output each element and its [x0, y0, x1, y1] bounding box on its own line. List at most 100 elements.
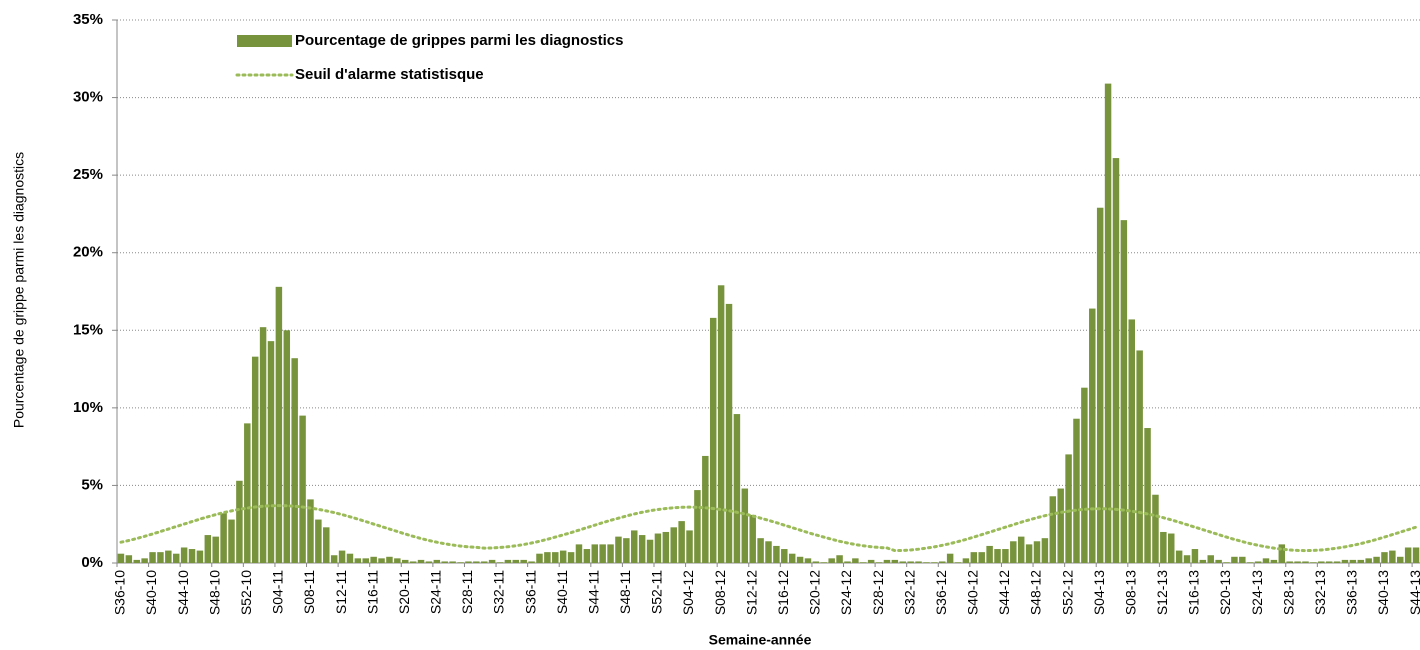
bar: [1168, 533, 1175, 563]
x-tick-label: S04-13: [1091, 570, 1107, 615]
y-tick-label: 25%: [73, 166, 103, 183]
bar: [646, 539, 654, 563]
threshold-line: [119, 504, 1418, 553]
x-tick-label: S52-10: [238, 570, 254, 615]
bar: [228, 519, 235, 563]
bar: [354, 558, 362, 563]
bar: [828, 558, 835, 563]
x-tick-label: S52-12: [1059, 570, 1075, 615]
bar: [1199, 559, 1207, 563]
legend-label: Seuil d'alarme statistisque: [295, 66, 484, 83]
x-tick-label: S20-13: [1217, 570, 1233, 615]
bar: [599, 544, 606, 563]
x-tick-label: S44-10: [175, 570, 191, 615]
bar: [899, 561, 906, 563]
bar: [212, 536, 219, 563]
y-tick-label: 10%: [73, 399, 103, 416]
bar: [923, 562, 930, 563]
bar: [417, 559, 425, 563]
bar: [433, 559, 441, 563]
bar: [1017, 536, 1025, 563]
bar: [1310, 562, 1317, 563]
x-tick-label: S40-12: [965, 570, 981, 615]
bar: [1191, 549, 1199, 563]
bar: [1128, 319, 1135, 563]
bar: [1160, 531, 1167, 563]
bar: [236, 480, 243, 563]
bar: [717, 285, 725, 563]
bar: [678, 521, 685, 563]
bar: [117, 553, 125, 563]
bar: [196, 550, 204, 563]
bar: [907, 561, 914, 563]
bar: [1254, 561, 1262, 563]
bar: [1270, 559, 1278, 563]
bar: [299, 415, 306, 563]
bar: [157, 552, 164, 563]
bar: [267, 341, 275, 563]
bar: [1318, 561, 1325, 563]
x-tick-label: S44-11: [585, 570, 601, 614]
bar: [165, 550, 172, 563]
bar: [1120, 220, 1128, 564]
bar: [1057, 488, 1064, 563]
bar: [591, 544, 599, 563]
bar: [409, 561, 417, 563]
bar: [338, 550, 346, 563]
y-tick-label: 0%: [81, 554, 103, 571]
bar: [694, 490, 701, 563]
x-tick-label: S28-12: [870, 570, 886, 615]
bar: [1365, 558, 1372, 563]
x-tick-label: S04-11: [270, 570, 286, 614]
bar: [1373, 556, 1380, 563]
x-tick-label: S52-11: [649, 570, 665, 614]
x-tick-label: S24-11: [428, 570, 444, 614]
bar: [994, 549, 1001, 563]
bar: [970, 552, 978, 563]
bar: [244, 423, 251, 563]
bar: [1152, 494, 1159, 563]
bar: [504, 559, 512, 563]
bar: [1215, 559, 1222, 563]
bar: [394, 558, 401, 563]
bar: [1349, 559, 1357, 563]
x-tick-label: S32-11: [491, 570, 507, 614]
x-tick-label: S36-11: [522, 570, 538, 614]
bar: [559, 550, 567, 563]
bar: [962, 558, 970, 563]
bar: [938, 561, 946, 563]
bar: [638, 535, 646, 563]
bar: [796, 556, 804, 563]
bar: [1207, 555, 1214, 563]
bar: [757, 538, 764, 563]
bar: [449, 561, 456, 563]
bar: [725, 303, 733, 563]
bar: [954, 562, 962, 563]
x-axis-title: Semaine-année: [709, 632, 812, 648]
bar: [1404, 547, 1412, 563]
bar: [781, 549, 788, 563]
bar: [473, 561, 480, 563]
legend-label: Pourcentage de grippes parmi les diagnos…: [295, 32, 623, 49]
bar: [275, 286, 283, 563]
bar: [362, 558, 369, 563]
bar: [1397, 556, 1404, 563]
bar: [891, 559, 899, 563]
x-tick-label: S44-12: [996, 570, 1012, 615]
bar: [1065, 454, 1072, 563]
bar: [307, 499, 314, 563]
x-tick-label: S16-12: [775, 570, 791, 615]
bar: [946, 553, 954, 563]
bar: [1325, 561, 1333, 563]
bar: [291, 358, 298, 563]
bar: [512, 559, 520, 563]
x-tick-label: S32-13: [1312, 570, 1328, 615]
x-tick-label: S16-13: [1186, 570, 1202, 615]
bar: [662, 531, 670, 563]
bar: [520, 559, 527, 563]
y-tick-label: 20%: [73, 244, 103, 261]
bar: [702, 455, 709, 563]
bar: [172, 553, 180, 563]
bar: [623, 538, 630, 563]
